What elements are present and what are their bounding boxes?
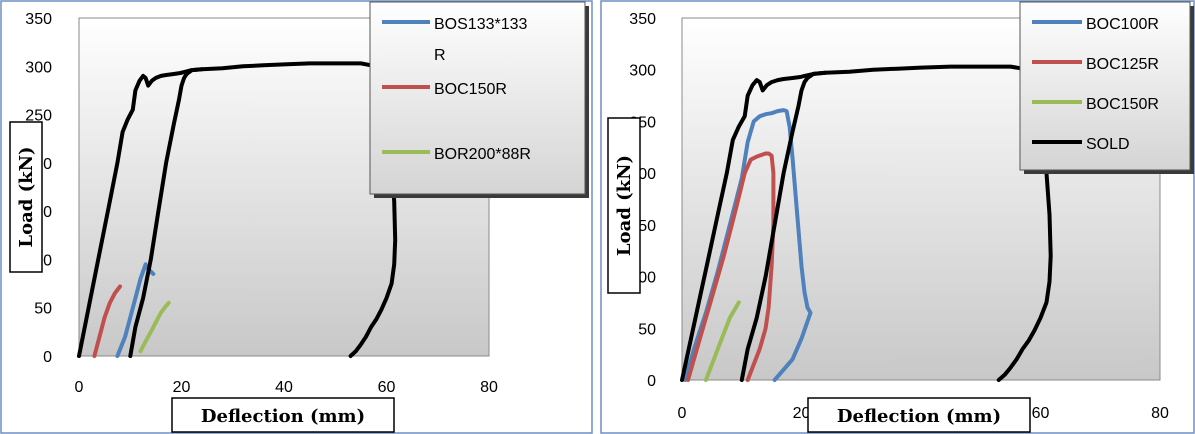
series-line <box>92 284 122 358</box>
x-axis-title: Deflection (mm) <box>201 406 365 427</box>
x-tick-label: 60 <box>1032 405 1050 422</box>
y-tick-label: 300 <box>25 59 52 76</box>
y-tick-label: 50 <box>34 301 52 318</box>
y-tick-label: 0 <box>43 349 52 366</box>
y-tick-label: 250 <box>25 108 52 125</box>
chart-left: 050100150200250300350020406080BOS133*133… <box>0 0 593 434</box>
y-tick-label: 350 <box>629 11 656 28</box>
y-axis-title: Load (kN) <box>16 146 37 247</box>
x-tick-label: 0 <box>75 379 84 396</box>
x-tick-label: 40 <box>275 379 293 396</box>
chart-right: 050100150200250300350020406080BOC100RBOC… <box>600 0 1195 434</box>
chart-panel-right: 050100150200250300350020406080BOC100RBOC… <box>600 0 1195 434</box>
series-line <box>703 300 741 382</box>
x-axis-title-box <box>171 397 395 433</box>
y-tick-label: 350 <box>25 11 52 28</box>
x-tick-label: 60 <box>378 379 396 396</box>
legend-label: BOC150R <box>1086 96 1159 113</box>
legend-label: SOLD <box>1086 136 1130 153</box>
series-line <box>686 151 776 382</box>
legend-label: BOR200*88R <box>434 146 531 163</box>
x-tick-label: 20 <box>173 379 191 396</box>
legend-box <box>369 1 586 195</box>
x-tick-label: 20 <box>793 405 811 422</box>
x-axis-title-box <box>807 397 1031 433</box>
legend-label: BOC100R <box>1086 16 1159 33</box>
series-line <box>138 300 171 354</box>
x-tick-label: 80 <box>1151 405 1169 422</box>
y-axis-title-box <box>9 121 43 273</box>
legend-label: BOC150R <box>434 81 507 98</box>
x-axis-title: Deflection (mm) <box>837 406 1001 427</box>
x-tick-label: 80 <box>480 379 498 396</box>
y-tick-label: 0 <box>647 373 656 390</box>
y-tick-label: 50 <box>638 321 656 338</box>
x-tick-label: 0 <box>678 405 687 422</box>
legend-label: BOC125R <box>1086 56 1159 73</box>
y-axis-title: Load (kN) <box>614 155 635 256</box>
series-line <box>77 61 398 358</box>
y-tick-label: 300 <box>629 63 656 80</box>
y-axis-title-box <box>607 117 641 294</box>
chart-panel-left: 050100150200250300350020406080BOS133*133… <box>0 0 593 434</box>
series-line <box>680 64 1053 382</box>
legend-label-continued: R <box>434 47 446 64</box>
series-line <box>739 70 828 382</box>
series-line <box>128 67 204 358</box>
legend-label: BOS133*133 <box>434 16 528 33</box>
